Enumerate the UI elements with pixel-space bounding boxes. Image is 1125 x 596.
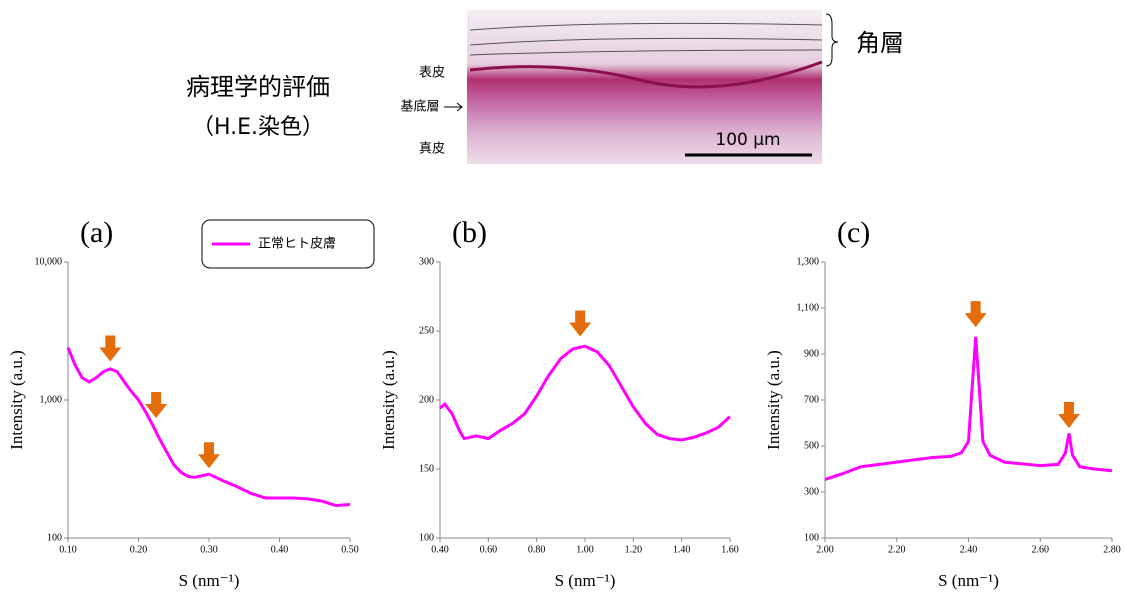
y-tick-label: 250 bbox=[419, 325, 434, 336]
brace bbox=[826, 14, 838, 66]
y-tick-label: 700 bbox=[804, 394, 819, 405]
y-axis-label: Intensity (a.u.) bbox=[764, 350, 783, 450]
panel-label: (a) bbox=[80, 216, 113, 249]
figure: 病理学的評価 （H.E.染色） 表皮 基底層 真皮 角層 100 µm (a) I… bbox=[0, 0, 1125, 596]
x-axis-label: S (nm⁻¹) bbox=[555, 571, 616, 590]
y-tick-label: 100 bbox=[804, 532, 819, 543]
layer-label: 表皮 bbox=[419, 66, 445, 81]
x-tick-label: 2.00 bbox=[816, 544, 834, 555]
peak-arrow bbox=[99, 336, 121, 362]
layer-label: 基底層 bbox=[400, 99, 439, 115]
y-tick-label: 500 bbox=[804, 440, 819, 451]
y-tick-label: 1,300 bbox=[797, 256, 820, 267]
y-axis-label: Intensity (a.u.) bbox=[379, 350, 398, 450]
x-tick-label: 1.60 bbox=[721, 544, 739, 555]
x-tick-label: 2.20 bbox=[888, 544, 906, 555]
x-tick-label: 0.50 bbox=[341, 544, 359, 555]
x-axis-label: S (nm⁻¹) bbox=[179, 571, 240, 590]
y-tick-label: 1,100 bbox=[797, 302, 820, 313]
x-tick-label: 0.40 bbox=[271, 544, 289, 555]
peak-arrow bbox=[198, 442, 220, 468]
page: 病理学的評価 （H.E.染色） 表皮 基底層 真皮 角層 100 µm (a) I… bbox=[0, 0, 1125, 596]
y-tick-label: 1,000 bbox=[40, 394, 63, 405]
header-title: 病理学的評価 bbox=[186, 73, 330, 101]
header-subtitle: （H.E.染色） bbox=[192, 115, 324, 140]
peak-arrow bbox=[965, 301, 987, 327]
y-tick-label: 100 bbox=[47, 532, 62, 543]
x-tick-label: 1.20 bbox=[625, 544, 643, 555]
x-tick-label: 0.80 bbox=[528, 544, 546, 555]
data-line bbox=[68, 348, 350, 506]
y-tick-label: 200 bbox=[419, 394, 434, 405]
peak-arrow bbox=[1058, 402, 1080, 428]
panel-label: (b) bbox=[452, 216, 487, 249]
y-tick-label: 10,000 bbox=[35, 256, 63, 267]
x-tick-label: 0.60 bbox=[480, 544, 498, 555]
y-tick-label: 100 bbox=[419, 532, 434, 543]
x-tick-label: 0.10 bbox=[59, 544, 77, 555]
y-tick-label: 300 bbox=[419, 256, 434, 267]
x-tick-label: 2.40 bbox=[960, 544, 978, 555]
x-tick-label: 0.30 bbox=[200, 544, 218, 555]
y-axis-label: Intensity (a.u.) bbox=[7, 350, 26, 450]
panel-label: (c) bbox=[837, 216, 870, 249]
data-line bbox=[440, 346, 730, 440]
x-axis-label: S (nm⁻¹) bbox=[938, 571, 999, 590]
scale-bar-label: 100 µm bbox=[715, 130, 780, 150]
x-tick-label: 2.60 bbox=[1032, 544, 1050, 555]
x-tick-label: 0.20 bbox=[130, 544, 148, 555]
legend-label: 正常ヒト皮膚 bbox=[258, 236, 336, 252]
y-tick-label: 150 bbox=[419, 463, 434, 474]
y-tick-label: 900 bbox=[804, 348, 819, 359]
x-tick-label: 0.40 bbox=[431, 544, 449, 555]
peak-arrow bbox=[569, 311, 591, 337]
stratum-label: 角層 bbox=[856, 29, 904, 57]
layer-label: 真皮 bbox=[419, 142, 445, 157]
arrow bbox=[444, 103, 462, 111]
x-tick-label: 1.00 bbox=[576, 544, 594, 555]
x-tick-label: 1.40 bbox=[673, 544, 691, 555]
x-tick-label: 2.80 bbox=[1103, 544, 1121, 555]
y-tick-label: 300 bbox=[804, 486, 819, 497]
